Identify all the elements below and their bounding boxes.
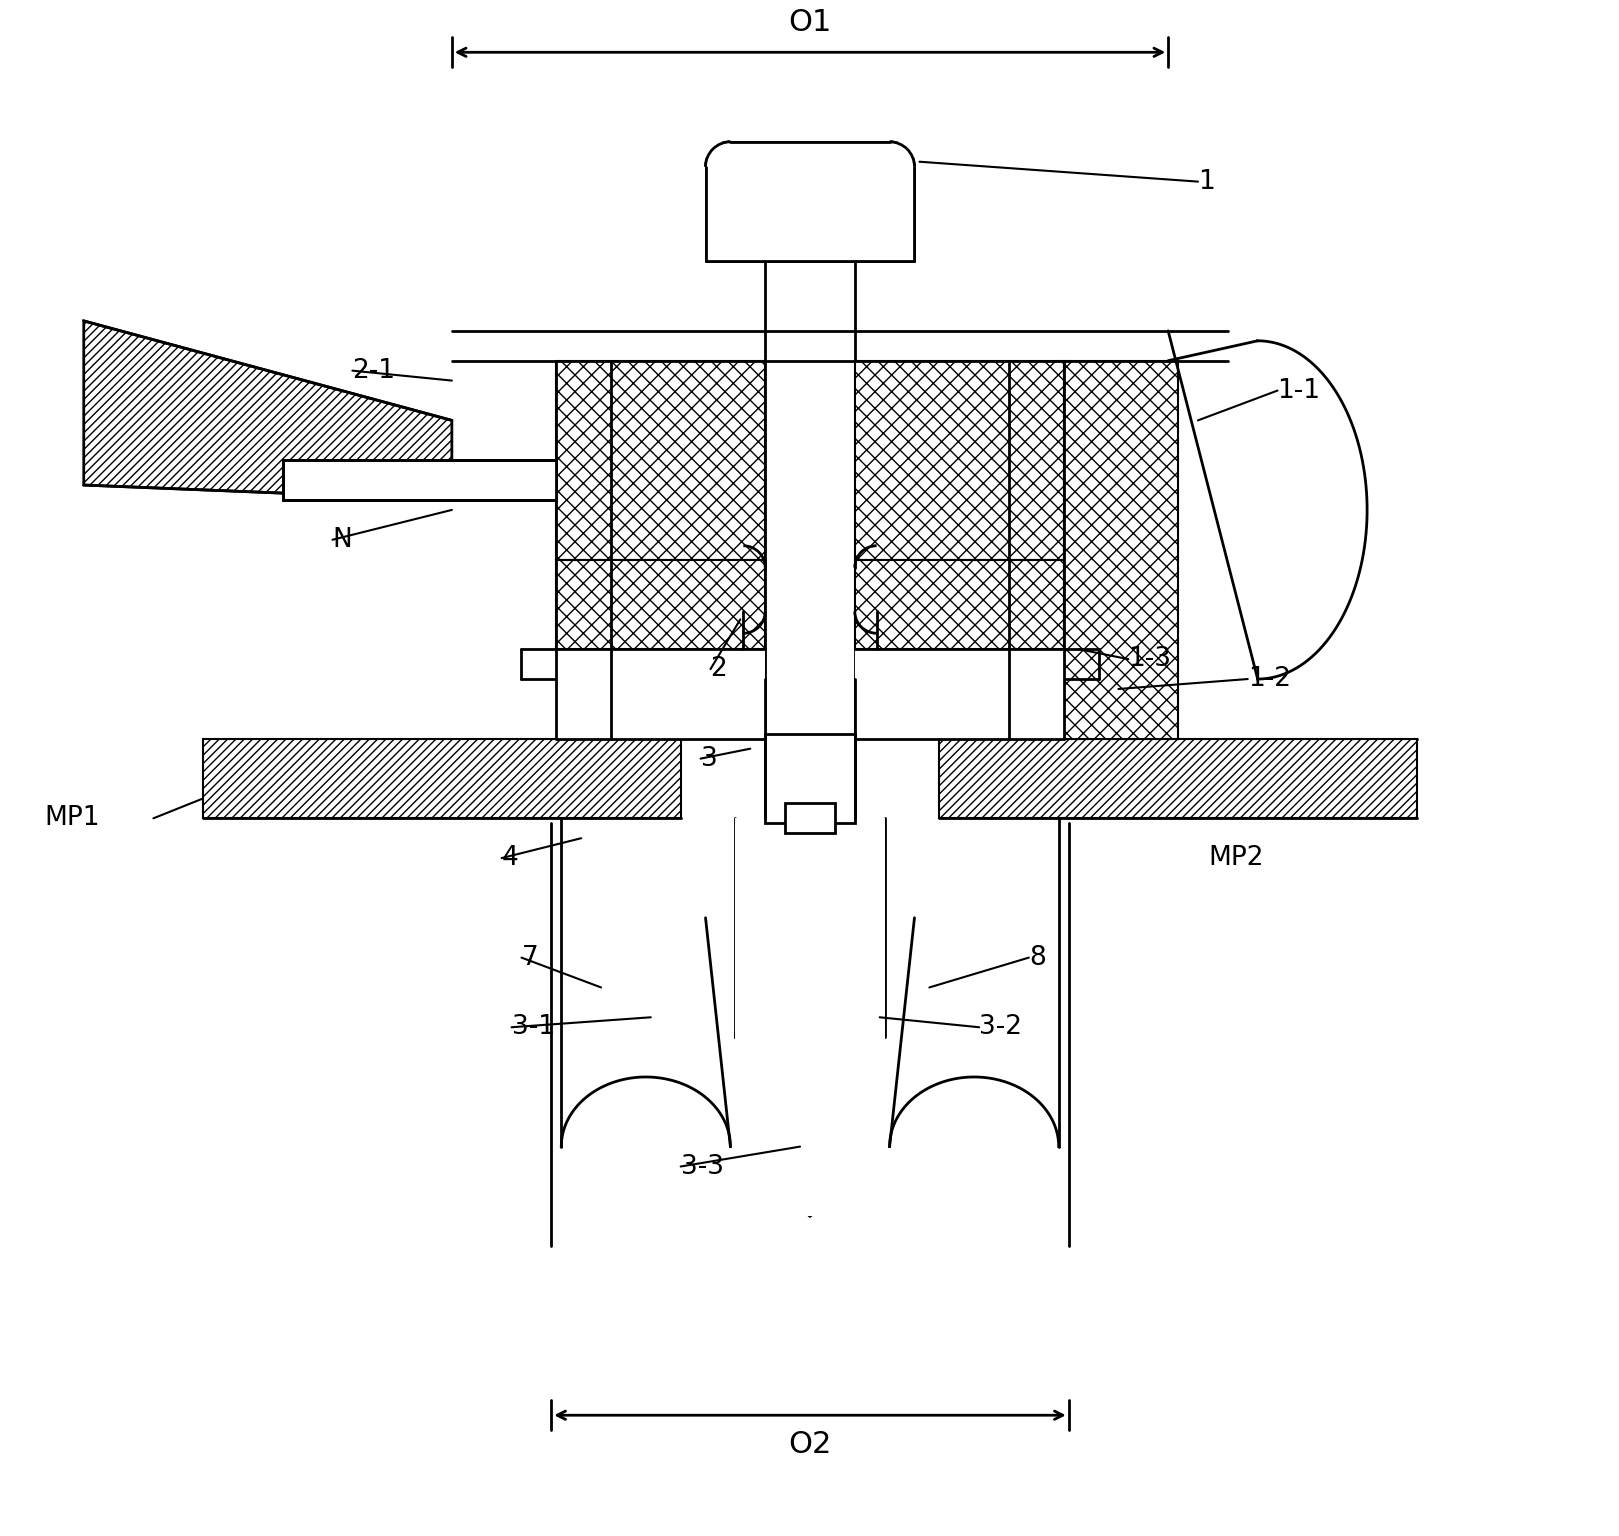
Text: 4: 4	[502, 845, 518, 871]
Bar	[202, 739, 680, 819]
Text: 3-2: 3-2	[979, 1014, 1022, 1040]
Bar	[557, 559, 766, 650]
Text: 1-1: 1-1	[1277, 378, 1321, 404]
Bar	[766, 739, 855, 819]
Text: MP2: MP2	[1208, 845, 1263, 871]
Text: 8: 8	[1028, 945, 1046, 971]
Bar	[855, 559, 1064, 650]
Text: N: N	[332, 527, 353, 553]
Text: O2: O2	[788, 1430, 832, 1459]
Bar	[283, 461, 557, 499]
Polygon shape	[84, 321, 452, 499]
Bar	[557, 650, 766, 739]
Text: 1-2: 1-2	[1248, 667, 1290, 693]
Bar	[855, 650, 1064, 739]
Text: MP1: MP1	[44, 805, 99, 831]
Bar	[766, 734, 855, 823]
Text: O1: O1	[788, 8, 832, 37]
Bar	[855, 361, 1064, 559]
Bar	[557, 361, 766, 559]
Bar	[735, 819, 884, 1217]
Text: 3-3: 3-3	[680, 1154, 724, 1180]
Bar	[1064, 361, 1179, 739]
Text: 2: 2	[711, 656, 727, 682]
Text: 2-1: 2-1	[353, 358, 395, 384]
Text: 3: 3	[701, 745, 717, 771]
Bar	[939, 739, 1417, 819]
Text: 1: 1	[1198, 169, 1214, 195]
Text: 7: 7	[521, 945, 538, 971]
Polygon shape	[706, 141, 915, 261]
Bar	[785, 803, 835, 833]
Text: 1-3: 1-3	[1128, 647, 1172, 673]
Text: 3-1: 3-1	[512, 1014, 555, 1040]
